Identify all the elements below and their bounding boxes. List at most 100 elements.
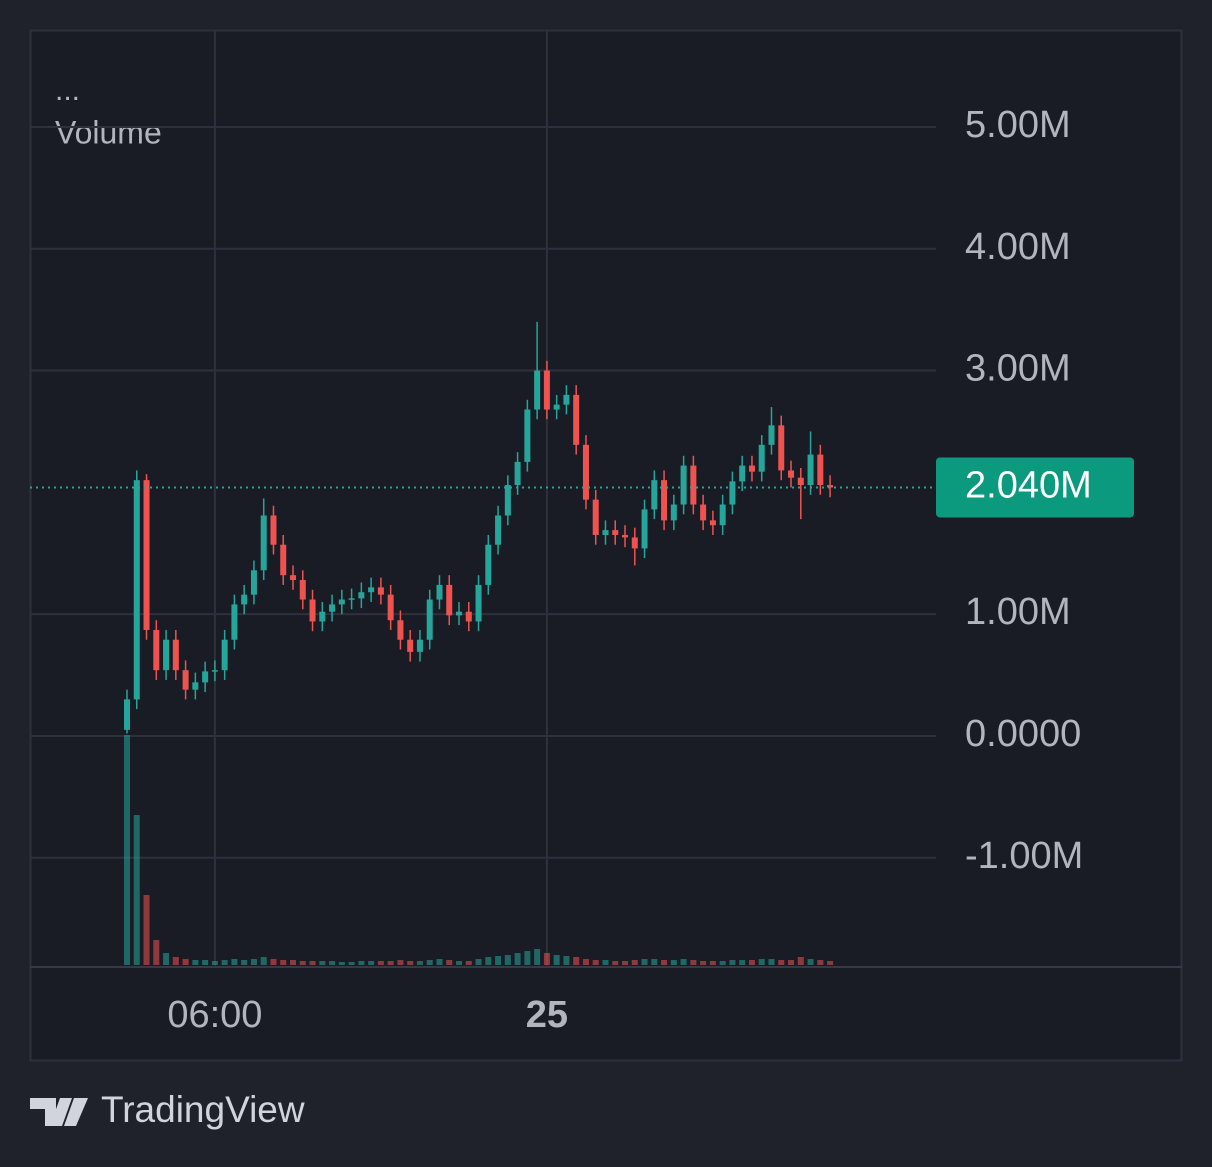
candle-body <box>788 470 795 478</box>
volume-bar <box>758 959 765 965</box>
candle-body <box>231 604 238 640</box>
candle-body <box>573 394 580 445</box>
volume-bar <box>504 955 511 965</box>
volume-bar <box>280 960 287 965</box>
candle-body <box>241 594 248 605</box>
candle-body <box>299 580 306 600</box>
volume-bar <box>817 960 824 965</box>
candle-body <box>153 629 160 671</box>
candle-body <box>514 461 521 486</box>
volume-bar <box>358 961 365 965</box>
candle-body <box>553 404 560 410</box>
candle-body <box>290 575 297 581</box>
volume-bar <box>241 960 248 965</box>
indicator-menu[interactable]: ... <box>55 74 80 107</box>
y-tick-label: 4.00M <box>965 226 1071 268</box>
y-tick-label: 1.00M <box>965 591 1071 633</box>
candle-body <box>368 587 375 593</box>
y-tick-label: 3.00M <box>965 348 1071 390</box>
candle-body <box>416 639 423 652</box>
volume-bar <box>602 960 609 965</box>
volume-bar <box>797 957 804 965</box>
volume-bar <box>631 960 638 965</box>
volume-bar <box>250 959 257 965</box>
volume-bar <box>485 957 492 965</box>
candle-body <box>260 515 267 571</box>
candle-body <box>202 671 209 683</box>
brand-name: TradingView <box>101 1089 305 1130</box>
volume-bar <box>368 961 375 965</box>
volume-bar <box>133 815 140 965</box>
candle-body <box>446 584 453 616</box>
indicator-title: Volume <box>55 114 162 150</box>
x-tick-label: 25 <box>526 994 568 1036</box>
volume-bar <box>124 735 130 965</box>
logo-mark <box>30 1098 72 1126</box>
volume-bar <box>329 961 336 965</box>
volume-bar <box>163 953 170 965</box>
volume-bar <box>221 960 228 965</box>
candle-body <box>827 485 834 488</box>
volume-bar <box>153 940 160 965</box>
candle-body <box>143 480 150 630</box>
volume-bar <box>299 961 306 965</box>
candle-body <box>797 477 804 486</box>
candle-body <box>543 370 550 410</box>
y-tick-label: 5.00M <box>965 104 1071 146</box>
candle-body <box>250 570 257 595</box>
candle-body <box>651 480 658 510</box>
candle-body <box>270 515 277 545</box>
volume-bar <box>270 959 277 965</box>
volume-bar <box>553 955 560 965</box>
volume-bar <box>670 960 677 965</box>
volume-bar <box>563 956 570 965</box>
candle-body <box>387 594 394 621</box>
volume-bar <box>192 960 199 965</box>
candle-body <box>778 425 785 471</box>
volume-bar <box>778 960 785 965</box>
brand-logo[interactable]: TradingView <box>30 1089 305 1130</box>
volume-bar <box>582 959 589 965</box>
volume-bar <box>651 959 658 965</box>
candle-body <box>524 409 531 462</box>
volume-bar <box>426 960 433 965</box>
volume-bar <box>534 949 541 965</box>
candle-body <box>192 682 199 690</box>
candle-body <box>475 584 482 622</box>
candle-body <box>319 611 326 622</box>
volume-bar <box>573 957 580 965</box>
candle-body <box>504 485 511 516</box>
candle-body <box>495 515 502 545</box>
volume-bar <box>338 962 345 965</box>
candle-body <box>670 504 677 521</box>
candle-body <box>631 537 638 549</box>
y-tick-label: -1.00M <box>965 835 1083 877</box>
volume-bar <box>680 959 687 965</box>
candles <box>124 321 834 734</box>
volume-bar <box>661 960 668 965</box>
candle-body <box>592 499 599 535</box>
volume-bar <box>739 960 746 965</box>
candle-body <box>456 611 463 616</box>
candle-body <box>172 639 179 671</box>
candle-body <box>612 530 619 535</box>
volume-bar <box>377 961 384 965</box>
volume-bar <box>700 961 707 965</box>
volume-bar <box>290 960 297 965</box>
volume-bar <box>592 960 599 965</box>
candle-body <box>163 639 170 671</box>
volume-bar <box>231 959 238 965</box>
candle-body <box>377 587 384 595</box>
candle-body <box>758 444 765 472</box>
volume-bar <box>495 956 502 965</box>
candle-body <box>700 504 707 521</box>
candle-body <box>329 604 336 612</box>
volume-bar <box>524 951 531 965</box>
volume-bar <box>768 959 775 965</box>
volume-bar <box>202 960 209 965</box>
candle-body <box>768 425 775 445</box>
volume-bar <box>309 961 316 965</box>
volume-bar <box>397 960 404 965</box>
candle-body <box>602 530 609 535</box>
